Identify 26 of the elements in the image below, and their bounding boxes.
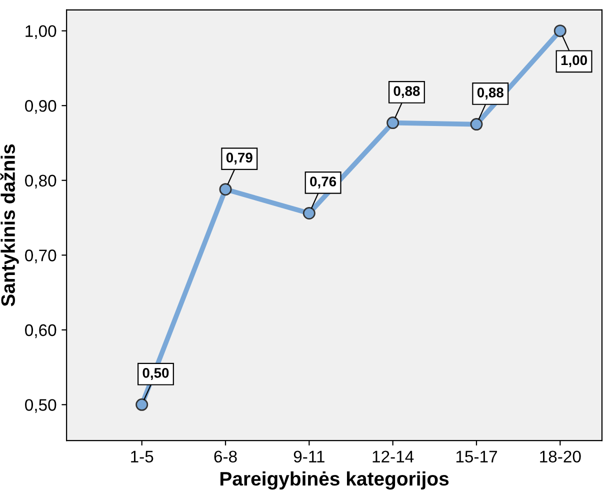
point (470, 118, 483, 131)
y-tick-label: 0,60 (25, 324, 56, 338)
x-tick-label: 18-20 (540, 450, 581, 463)
y-tick-label: 0,80 (25, 174, 56, 189)
point (136, 398, 148, 411)
data-label: 0,88 (477, 88, 504, 100)
point (219, 183, 232, 196)
data-label: 0,50 (142, 368, 169, 380)
data-label: 1,00 (561, 55, 587, 68)
point (302, 207, 316, 220)
data-label: 0,88 (394, 86, 420, 98)
y-axis-title: Santykinis dažnis (0, 144, 19, 306)
x-tick-label: 6-8 (214, 450, 237, 463)
point (386, 116, 400, 130)
y-tick-label: 0,70 (25, 250, 56, 264)
x-tick-label: 9-11 (294, 450, 324, 463)
x-tick-label: 1-5 (131, 450, 154, 463)
point (554, 24, 566, 38)
x-axis-title: Pareigybinės kategorijos (220, 471, 449, 490)
data-label: 0,76 (310, 176, 336, 188)
x-tick-label: 15-17 (456, 450, 497, 463)
x-tick-label: 12-14 (372, 450, 414, 462)
y-tick-label: 1,00 (26, 25, 56, 40)
y-tick-label: 0,90 (25, 100, 56, 114)
data-label: 0,79 (226, 152, 252, 165)
y-tick-label: 0,50 (25, 399, 56, 413)
